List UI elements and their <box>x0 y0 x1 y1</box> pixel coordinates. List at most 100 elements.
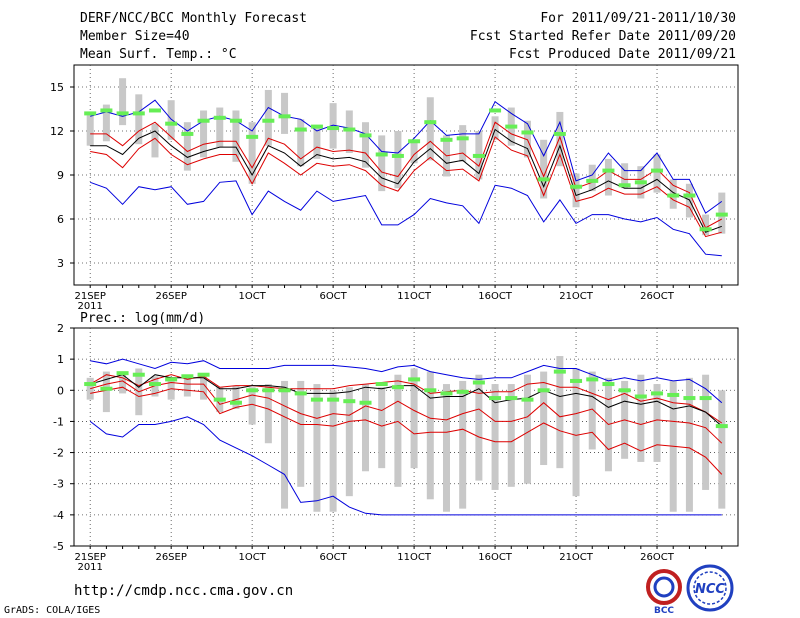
temp-ensemble-mean-bar <box>424 120 437 125</box>
temp-ensemble-mean-bar <box>472 153 485 158</box>
prec-spread-box <box>86 377 94 400</box>
temp-spread-box <box>135 94 143 145</box>
temp-spread-box <box>491 116 499 140</box>
prec-ytick-label: -3 <box>53 478 64 491</box>
prec-spread-box <box>378 387 386 469</box>
temp-ensemble-mean-bar <box>586 178 599 183</box>
prec-ensemble-mean-bar <box>375 382 388 387</box>
prec-ytick-label: 2 <box>57 322 64 335</box>
prec-ensemble-mean-bar <box>213 397 226 402</box>
prec-spread-box <box>507 384 515 487</box>
temp-xtick-label: 11OCT <box>397 291 432 302</box>
prec-ensemble-mean-bar <box>634 394 647 399</box>
prec-ensemble-mean-bar <box>456 389 469 394</box>
temp-xtick-year: 2011 <box>77 301 102 312</box>
temp-xtick-label: 1OCT <box>238 291 266 302</box>
temp-spread-box <box>523 120 531 158</box>
prec-ensemble-mean-bar <box>472 380 485 385</box>
prec-ensemble-mean-bar <box>667 392 680 397</box>
temp-ensemble-mean-bar <box>537 177 550 182</box>
temp-ensemble-mean-bar <box>181 131 194 136</box>
prec-ensemble-mean-bar <box>100 386 113 391</box>
temp-spread-box <box>200 110 208 158</box>
prec-spread-box <box>102 371 110 413</box>
prec-ensemble-mean-bar <box>132 372 145 377</box>
temp-spread-box <box>232 110 240 162</box>
figure-title: DERF/NCC/BCC Monthly Forecast <box>80 11 307 26</box>
bcc-logo-ring <box>646 569 682 605</box>
prec-spread-box <box>702 374 710 490</box>
temp-spread-box <box>102 104 110 142</box>
temp-ensemble-mean-bar <box>634 180 647 185</box>
prec-ensemble-mean-bar <box>505 396 518 401</box>
prec-lower-quartile-line <box>90 380 723 444</box>
prec-ensemble-mean-bar <box>181 374 194 379</box>
temp-spread-box <box>556 111 564 167</box>
temp-spread-box <box>378 135 386 192</box>
prec-spread-box <box>475 374 483 481</box>
prec-spread-box <box>588 371 596 450</box>
temp-spread-box <box>248 122 256 184</box>
prec-ensemble-mean-bar <box>278 388 291 393</box>
temp-xtick-label: 21SEP <box>74 291 105 302</box>
refer-date: Fcst Started Refer Date 2011/09/20 <box>469 29 736 44</box>
temp-spread-box <box>604 158 612 196</box>
temp-ensemble-mean-bar <box>440 137 453 142</box>
prec-xtick-label: 16OCT <box>478 552 513 563</box>
prec-ensemble-mean-bar <box>327 397 340 402</box>
prec-xtick-label: 6OCT <box>319 552 347 563</box>
ncc-logo: NCC <box>686 564 734 612</box>
temp-spread-box <box>329 103 337 149</box>
prec-spread-box <box>491 384 499 490</box>
temp-spread-box <box>86 111 94 146</box>
temp-spread-box <box>281 92 289 134</box>
temp-ensemble-mean-bar <box>165 121 178 126</box>
temp-spread-box <box>459 125 467 162</box>
prec-xtick-label: 26OCT <box>640 552 675 563</box>
temp-ensemble-mean-bar <box>408 139 421 144</box>
temp-spread-box <box>588 164 596 192</box>
prec-ensemble-mean-bar <box>310 397 323 402</box>
temp-ensemble-mean-bar <box>310 124 323 129</box>
temp-ensemble-mean-bar <box>521 130 534 135</box>
temp-chart-title: Mean Surf. Temp.: °C <box>80 47 237 62</box>
temp-spread-box <box>345 110 353 153</box>
prec-xtick-label: 26SEP <box>155 552 186 563</box>
source-url[interactable]: http://cmdp.ncc.cma.gov.cn <box>74 583 294 599</box>
prec-ytick-label: -1 <box>53 415 64 428</box>
prec-ensemble-mean-bar <box>602 382 615 387</box>
temp-ensemble-mean-bar <box>148 108 161 113</box>
prec-ensemble-mean-bar <box>116 371 129 376</box>
prec-ensemble-mean-bar <box>148 382 161 387</box>
prec-spread-box <box>313 384 321 512</box>
prec-spread-box <box>151 376 159 397</box>
prec-min-line <box>89 416 722 516</box>
prec-spread-box <box>653 384 661 462</box>
temp-spread-box <box>653 154 661 193</box>
temp-ytick-label: 9 <box>57 169 64 182</box>
prec-spread-box <box>718 390 726 509</box>
prec-ensemble-mean-bar <box>537 388 550 393</box>
prec-ensemble-mean-bar <box>229 400 242 405</box>
member-size: Member Size=40 <box>80 29 190 44</box>
bcc-logo-inner <box>653 576 675 598</box>
temp-xtick-label: 26OCT <box>640 291 675 302</box>
temp-xtick-label: 16OCT <box>478 291 513 302</box>
prec-ytick-label: 0 <box>57 384 64 397</box>
prec-spread-box <box>572 368 580 497</box>
temp-ensemble-mean-bar <box>683 193 696 198</box>
forecast-period: For 2011/09/21-2011/10/30 <box>540 11 736 26</box>
prec-spread-box <box>297 380 305 487</box>
ncc-logo-text: NCC <box>695 582 725 597</box>
temp-spread-box <box>264 89 272 146</box>
temp-max-line <box>90 99 723 214</box>
temp-ensemble-mean-bar <box>343 127 356 132</box>
prec-ensemble-mean-bar <box>343 399 356 404</box>
temp-xtick-label: 26SEP <box>155 291 186 302</box>
prec-xtick-label: 11OCT <box>397 552 432 563</box>
temp-ensemble-mean-bar <box>375 152 388 157</box>
prec-xtick-label: 1OCT <box>238 552 266 563</box>
prec-chart-title: Prec.: log(mm/d) <box>80 311 206 326</box>
